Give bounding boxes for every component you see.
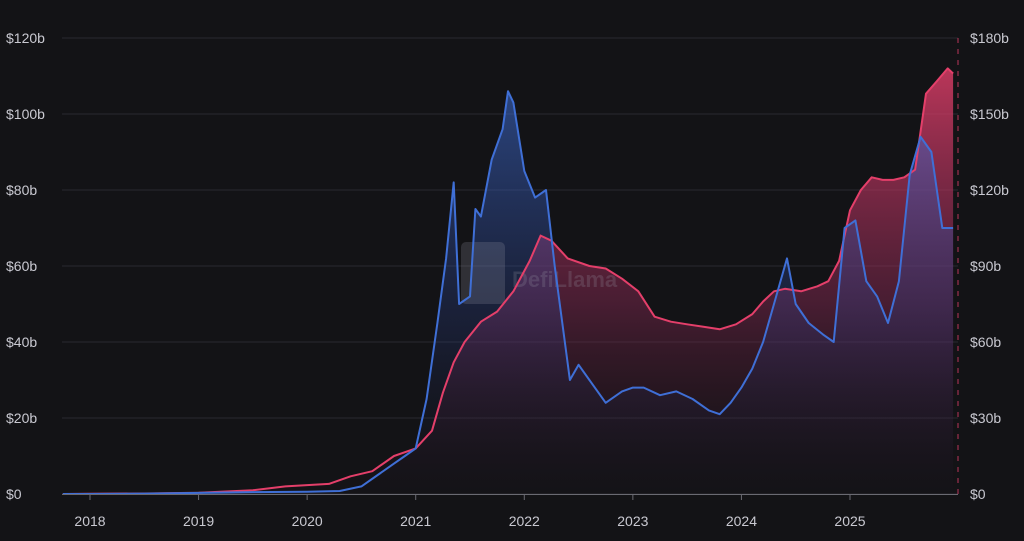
series-areas [62,68,954,495]
x-tick-label: 2024 [726,513,757,529]
y-left-tick-label: $120b [6,30,45,46]
y-right-tick-label: $180b [970,30,1009,46]
series-lines [62,67,954,495]
y-right-tick-label: $60b [970,334,1001,350]
series-area-0 [62,91,954,494]
y-left-tick-label: $80b [6,182,37,198]
x-tick-label: 2019 [183,513,214,529]
x-tick-label: 2018 [74,513,105,529]
watermark-text: DefiLlama [512,267,618,292]
x-tick-label: 2022 [509,513,540,529]
y-left-tick-label: $60b [6,258,37,274]
series-line-1 [62,67,954,495]
defillama-logo-icon [461,242,505,304]
series-area-1 [62,68,954,495]
watermark: DefiLlama [461,242,618,304]
y-left-tick-label: $40b [6,334,37,350]
y-right-tick-label: $30b [970,410,1001,426]
y-left-tick-label: $100b [6,106,45,122]
y-right-tick-label: $90b [970,258,1001,274]
y-left-tick-label: $20b [6,410,37,426]
y-right-tick-label: $120b [970,182,1009,198]
axes: $0 $20b $40b $60b $80b $100b $120b $0 $30b $60b $9… [6,30,1009,529]
series-line-0 [62,90,954,495]
x-tick-label: 2025 [834,513,865,529]
y-right-tick-label: $150b [970,106,1009,122]
x-tick-label: 2023 [617,513,648,529]
y-right-tick-label: $0 [970,486,986,502]
x-tick-label: 2020 [292,513,323,529]
y-left-tick-label: $0 [6,486,22,502]
x-tick-label: 2021 [400,513,431,529]
